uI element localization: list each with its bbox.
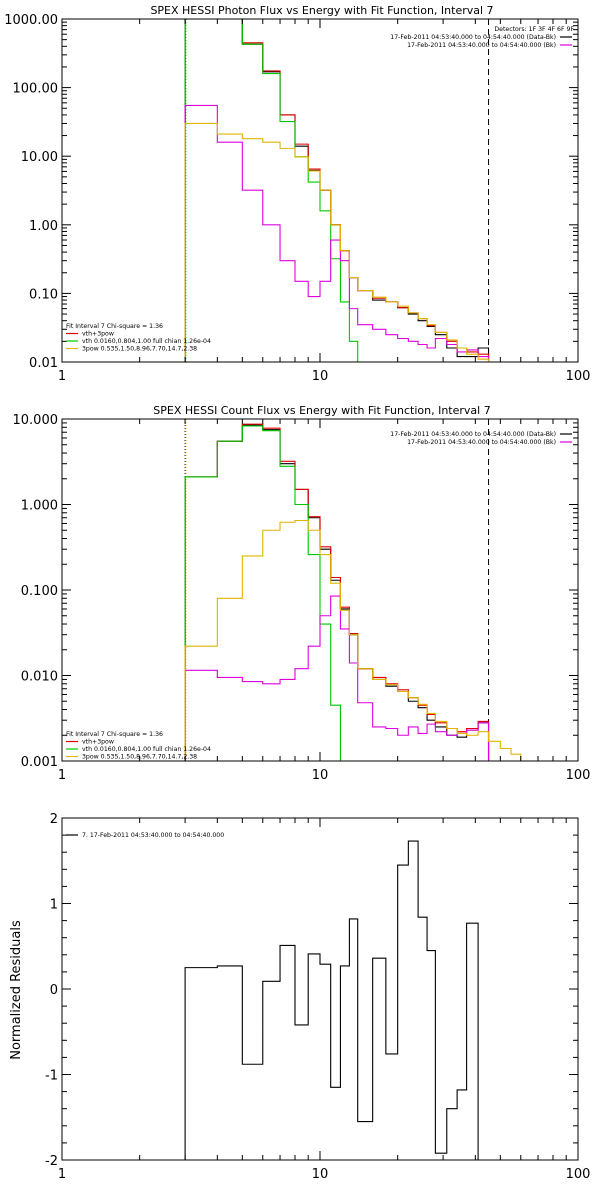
count-x-tick-label: 100 [566, 768, 591, 783]
photon-flux-panel: SPEX HESSI Photon Flux vs Energy with Fi… [61, 4, 579, 363]
count-series-3 [184, 595, 490, 761]
count-series-2 [184, 425, 350, 761]
photon-legend-right-text: 17-Feb-2011 04:53:40.000 to 04:54:40.000… [390, 34, 556, 41]
count-legend-left-text: 3pow 0.535,1.50,8.96,7.70,14.7,2.38 [82, 754, 197, 761]
count-plot-area [61, 418, 578, 762]
count-chart-title: SPEX HESSI Count Flux vs Energy with Fit… [153, 404, 490, 417]
photon-series-1 [184, 19, 490, 362]
count-legend-left-text: vth 0.0160,0.804,1.00 full chian 1.26e-0… [82, 746, 211, 753]
count-series-1 [184, 423, 490, 761]
photon-plot-frame [61, 18, 579, 363]
photon-legend-right-text: 17-Feb-2011 04:53:40.000 to 04:54:40.000… [407, 42, 556, 49]
count-y-tick-label: 10.000 [13, 413, 59, 428]
residuals-panel: Normalized Residuals [9, 817, 579, 1161]
residuals-series-0 [184, 840, 479, 1160]
photon-plot-area [61, 18, 578, 363]
count-y-tick-label: 1.000 [21, 499, 58, 514]
photon-y-tick-label: 1.00 [29, 219, 58, 234]
residuals-y-tick-label: 1 [50, 898, 58, 913]
photon-y-tick-label: 0.10 [29, 287, 58, 302]
photon-series-4 [184, 122, 490, 362]
photon-y-tick-label: 0.01 [29, 356, 58, 371]
photon-x-tick-label: 1 [58, 369, 66, 384]
count-flux-panel: SPEX HESSI Count Flux vs Energy with Fit… [61, 404, 579, 762]
photon-y-tick-label: 100.00 [13, 82, 59, 97]
photon-legend-right-text: Detectors: 1F 3F 4F 6F 9F [494, 26, 574, 33]
count-x-tick-label: 1 [58, 768, 66, 783]
residuals-legend-left-text: 7. 17-Feb-2011 04:53:40.000 to 04:54:40.… [82, 832, 224, 839]
residuals-plot-area [61, 817, 578, 1161]
count-legend-left-text: Fit Interval 7 Chi-square = 1.36 [66, 731, 163, 738]
photon-legend-left-text: vth 0.0160,0.804,1.00 full chian 1.26e-0… [82, 338, 211, 345]
residuals-y-tick-label: -1 [45, 1069, 58, 1084]
photon-legend-left-text: vth+3pow [82, 331, 114, 338]
residuals-x-tick-label: 100 [566, 1167, 591, 1182]
count-y-tick-label: 0.010 [21, 670, 58, 685]
count-series-0 [184, 424, 490, 761]
residuals-y-tick-label: -2 [45, 1154, 58, 1169]
residuals-plot-frame [61, 817, 579, 1161]
photon-legend-left-text: 3pow 0.535,1.50,8.96,7.70,14.7,2.38 [82, 346, 197, 353]
count-y-tick-label: 0.001 [21, 755, 58, 770]
residuals-data-layer [184, 840, 479, 1160]
photon-chart-title: SPEX HESSI Photon Flux vs Energy with Fi… [150, 4, 493, 17]
photon-series-0 [184, 19, 490, 362]
photon-y-tick-label: 1000.00 [4, 13, 58, 28]
photon-legend-left-text: Fit Interval 7 Chi-square = 1.36 [66, 323, 163, 330]
count-data-layer [184, 419, 522, 761]
count-plot-frame [61, 418, 579, 762]
photon-series-3 [184, 104, 490, 362]
residuals-y-tick-label: 0 [50, 983, 58, 998]
count-x-tick-label: 10 [312, 768, 329, 783]
count-legend-left-text: vth+3pow [82, 739, 114, 746]
count-legend-right-text: 17-Feb-2011 04:53:40.000 to 04:54:40.000… [407, 439, 556, 446]
residuals-y-tick-label: 2 [50, 812, 58, 827]
photon-y-tick-label: 10.00 [21, 150, 58, 165]
photon-data-layer [184, 19, 490, 362]
residuals-x-tick-label: 1 [58, 1167, 66, 1182]
photon-x-tick-label: 100 [566, 369, 591, 384]
residuals-y-axis-label: Normalized Residuals [9, 920, 24, 1060]
photon-x-tick-label: 10 [312, 369, 329, 384]
count-series-4 [184, 519, 522, 761]
count-legend-right-text: 17-Feb-2011 04:53:40.000 to 04:54:40.000… [390, 431, 556, 438]
count-y-tick-label: 0.100 [21, 584, 58, 599]
residuals-x-tick-label: 10 [312, 1167, 329, 1182]
